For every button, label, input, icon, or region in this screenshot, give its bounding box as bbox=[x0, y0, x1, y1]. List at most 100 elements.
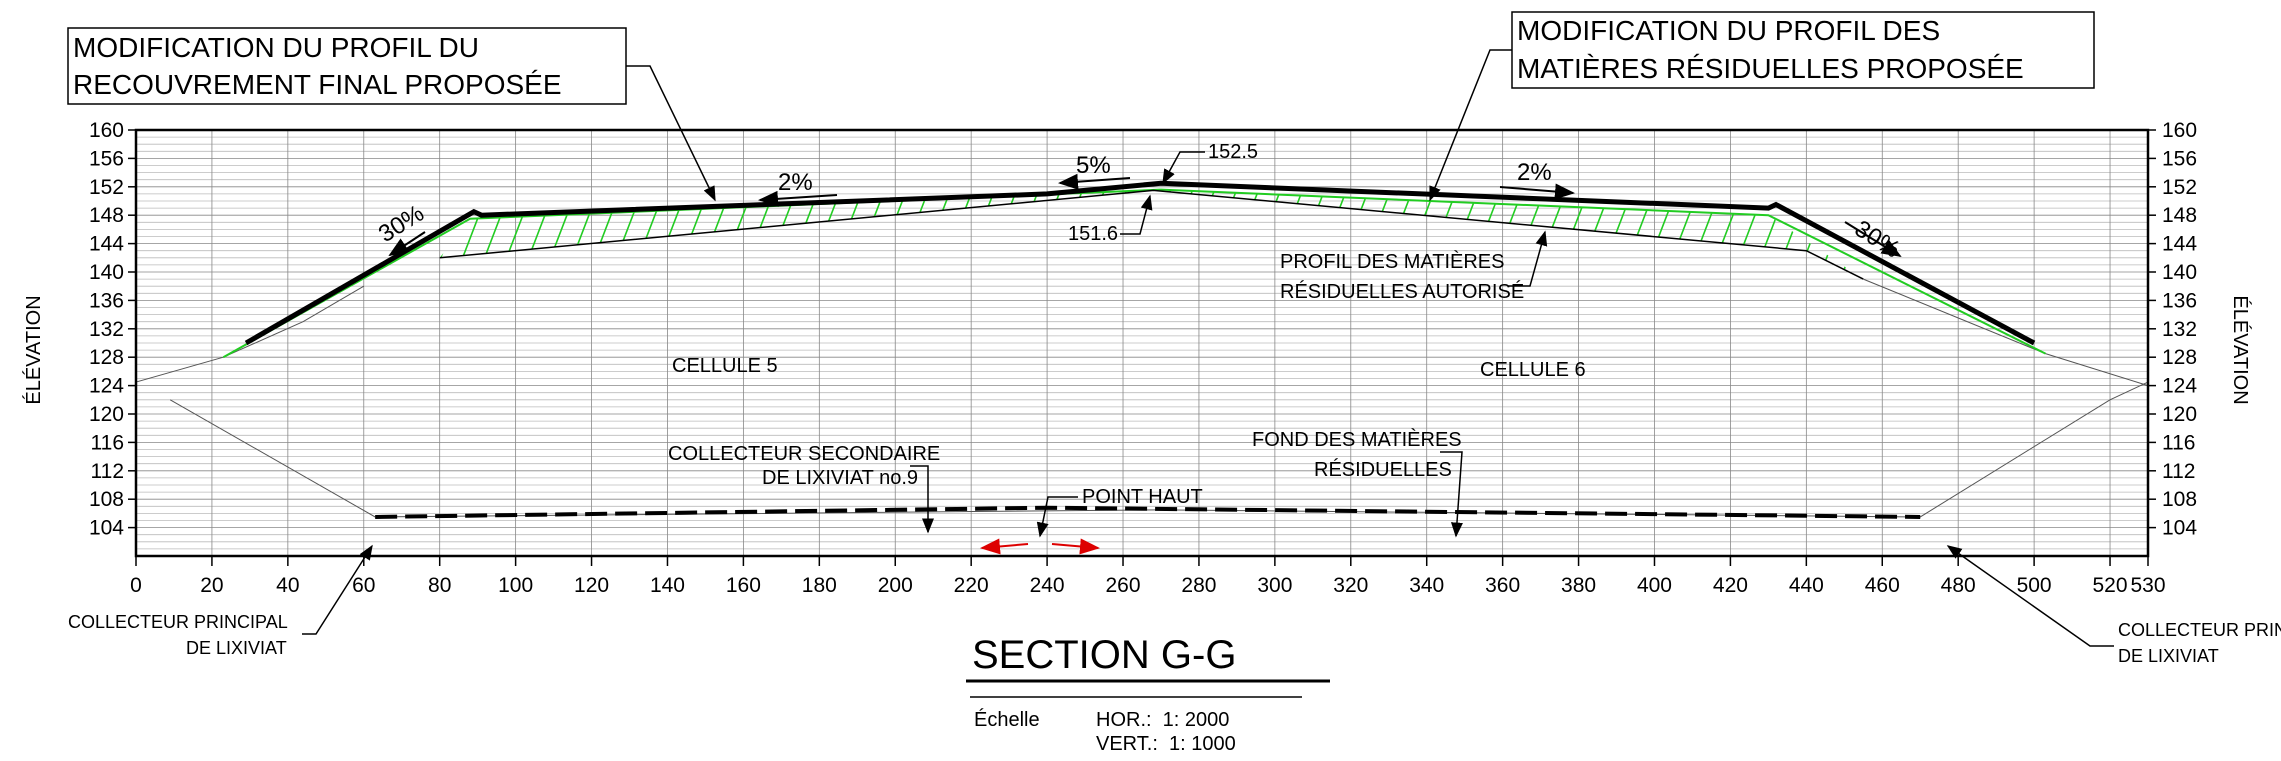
slope-left-top: 2% bbox=[758, 169, 838, 207]
x-tick-label: 80 bbox=[428, 574, 451, 597]
proposed-cover-profile bbox=[244, 180, 2036, 346]
svg-text:2%: 2% bbox=[1517, 159, 1552, 186]
main-collector-right-line2: DE LIXIVIAT bbox=[2118, 646, 2219, 666]
y-tick-label: 112 bbox=[2162, 460, 2195, 483]
y-tick-label: 152 bbox=[89, 176, 124, 199]
waste-bottom-line2: RÉSIDUELLES bbox=[1314, 458, 1452, 481]
y-tick-label: 144 bbox=[2162, 233, 2197, 256]
slope-right-top: 2% bbox=[1499, 159, 1575, 200]
x-tick-label: 60 bbox=[352, 574, 375, 597]
x-tick-label: 240 bbox=[1030, 574, 1065, 597]
y-tick-label: 108 bbox=[89, 488, 124, 511]
final-cover-callout-line1: MODIFICATION DU PROFIL DU bbox=[73, 32, 479, 63]
waste-profile-callout-line1: MODIFICATION DU PROFIL DES bbox=[1517, 15, 1940, 46]
waste-profile-callout-line2: MATIÈRES RÉSIDUELLES PROPOSÉE bbox=[1517, 53, 2024, 84]
main-collector-left-line2: DE LIXIVIAT bbox=[186, 638, 287, 658]
y-tick-label: 116 bbox=[2162, 431, 2195, 454]
svg-text:5%: 5% bbox=[1076, 152, 1111, 179]
x-tick-label: 100 bbox=[498, 574, 533, 597]
cell-boundary-left bbox=[135, 285, 365, 383]
x-tick-label: 140 bbox=[650, 574, 685, 597]
waste-bottom-line1: FOND DES MATIÈRES bbox=[1252, 428, 1462, 451]
y-tick-label: 144 bbox=[89, 233, 124, 256]
authorized-profile-leader bbox=[1508, 230, 1548, 287]
profiles bbox=[135, 180, 2149, 519]
y-tick-label: 156 bbox=[2162, 147, 2197, 170]
x-tick-label: 320 bbox=[1333, 574, 1368, 597]
x-tick-label: 160 bbox=[726, 574, 761, 597]
y-tick-label: 152 bbox=[2162, 176, 2197, 199]
x-tick-label: 500 bbox=[2017, 574, 2052, 597]
x-tick-label: 440 bbox=[1789, 574, 1824, 597]
cell-label-right: CELLULE 6 bbox=[1480, 359, 1586, 381]
y-tick-label: 140 bbox=[89, 261, 124, 284]
y-tick-label: 148 bbox=[89, 204, 124, 227]
x-tick-label: 120 bbox=[574, 574, 609, 597]
waste-profile-leader bbox=[1429, 49, 1512, 202]
x-tick-label: 40 bbox=[276, 574, 299, 597]
high-point-arrow-right bbox=[1051, 538, 1100, 555]
y-tick-label: 156 bbox=[89, 147, 124, 170]
cell-boundary-right bbox=[1863, 278, 2149, 387]
x-tick-label: 180 bbox=[802, 574, 837, 597]
x-tick-label: 400 bbox=[1637, 574, 1672, 597]
y-axis-label-right: ÉLÉVATION bbox=[2229, 295, 2252, 404]
x-tick-label: 360 bbox=[1485, 574, 1520, 597]
y-tick-label: 120 bbox=[2162, 403, 2197, 426]
x-tick-label: 520 bbox=[2093, 574, 2128, 597]
main-collector-right-line1: COLLECTEUR PRINC bbox=[2118, 620, 2281, 640]
cell-bottom-line bbox=[169, 381, 2149, 518]
y-axis-label-left: ÉLÉVATION bbox=[22, 295, 45, 404]
y-tick-label: 160 bbox=[89, 119, 124, 142]
y-tick-label: 136 bbox=[89, 289, 124, 312]
x-tick-label: 340 bbox=[1409, 574, 1444, 597]
y-tick-label: 104 bbox=[89, 517, 124, 540]
high-point-leader bbox=[1036, 496, 1078, 538]
x-tick-label: 220 bbox=[954, 574, 989, 597]
y-tick-label: 128 bbox=[89, 346, 124, 369]
high-point-label: POINT HAUT bbox=[1082, 486, 1203, 508]
y-tick-label: 120 bbox=[89, 403, 124, 426]
main-collector-left-leader bbox=[302, 544, 373, 635]
waste-bottom-leader bbox=[1440, 451, 1463, 538]
x-tick-label: 280 bbox=[1181, 574, 1216, 597]
y-tick-label: 140 bbox=[2162, 261, 2197, 284]
slope-center: 5% bbox=[1058, 152, 1131, 190]
authorized-waste-profile bbox=[439, 189, 1864, 280]
y-tick-label: 124 bbox=[2162, 375, 2197, 398]
y-tick-label: 104 bbox=[2162, 517, 2197, 540]
y-tick-label: 116 bbox=[91, 431, 124, 454]
peak-leader bbox=[1162, 151, 1205, 185]
proposed-waste-profile bbox=[222, 188, 2046, 359]
plot-frame bbox=[134, 128, 2150, 558]
secondary-collector-leader bbox=[910, 465, 934, 534]
y-ticks-right: 104 108 112 116 120 124 128 132 136 140 144 148 152 1… bbox=[2148, 119, 2197, 540]
svg-text:2%: 2% bbox=[778, 169, 813, 196]
scale-horizontal: HOR.: 1: 2000 bbox=[1096, 709, 1229, 731]
x-tick-label: 260 bbox=[1105, 574, 1140, 597]
secondary-collector-line1: COLLECTEUR SECONDAIRE bbox=[668, 443, 940, 465]
final-cover-leader bbox=[626, 65, 716, 202]
leachate-collector-line bbox=[375, 505, 1921, 519]
secondary-collector-line2: DE LIXIVIAT no.9 bbox=[762, 467, 918, 489]
main-collector-right-leader bbox=[1946, 545, 2114, 647]
final-cover-callout-line2: RECOUVREMENT FINAL PROPOSÉE bbox=[73, 69, 562, 100]
x-ticks: 0 20 40 60 80 100 120 140 160 180 200 220 240 260 280 3… bbox=[130, 556, 2166, 597]
waste-peak-elevation: 151.6 bbox=[1068, 223, 1118, 245]
final-cover-callout-box bbox=[67, 27, 627, 105]
x-tick-label: 300 bbox=[1257, 574, 1292, 597]
main-collector-left-line1: COLLECTEUR PRINCIPAL bbox=[68, 612, 288, 632]
section-title: SECTION G-G bbox=[972, 633, 1236, 677]
y-tick-label: 136 bbox=[2162, 289, 2197, 312]
x-tick-label: 460 bbox=[1865, 574, 1900, 597]
x-tick-label: 0 bbox=[130, 574, 142, 597]
y-ticks-left: 104 108 112 116 120 124 128 132 136 140 144 148 152 1… bbox=[89, 119, 136, 540]
x-tick-label: 20 bbox=[200, 574, 223, 597]
authorized-profile-line1: PROFIL DES MATIÈRES bbox=[1280, 250, 1504, 273]
x-tick-label: 480 bbox=[1941, 574, 1976, 597]
authorized-profile-line2: RÉSIDUELLES AUTORISÉ bbox=[1280, 280, 1524, 303]
x-tick-label: 380 bbox=[1561, 574, 1596, 597]
x-tick-label: 530 bbox=[2130, 574, 2165, 597]
high-point-arrow-left bbox=[980, 538, 1029, 555]
